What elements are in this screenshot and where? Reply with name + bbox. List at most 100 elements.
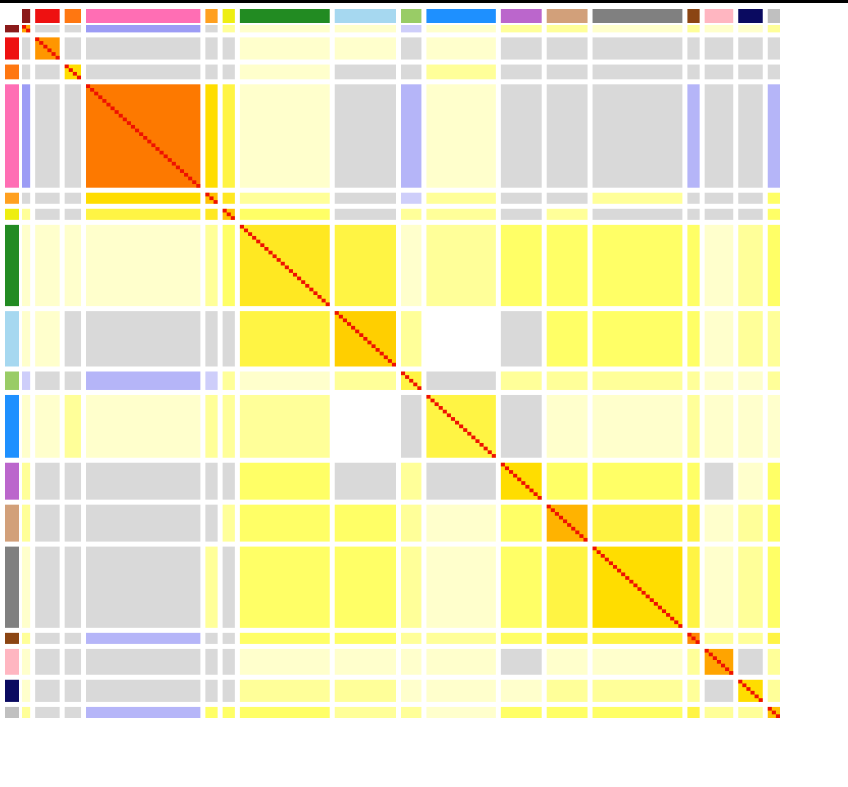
heatmap-cell [205, 648, 218, 675]
heatmap-cell [22, 311, 31, 367]
group-bar-left [5, 546, 19, 628]
heatmap-cell [767, 632, 780, 644]
heatmap-cell [704, 84, 734, 188]
heatmap-cell [546, 679, 588, 702]
heatmap-cell [401, 648, 422, 675]
heatmap-cell [592, 224, 683, 307]
group-bar-left [5, 192, 19, 204]
group-bar-left [5, 37, 19, 60]
diagonal-cell [39, 41, 44, 45]
heatmap-cell [546, 371, 588, 390]
heatmap-cell [704, 706, 734, 718]
heatmap-cell [401, 311, 422, 367]
diagonal-cell [645, 594, 650, 599]
diagonal-cell [467, 431, 472, 436]
diagonal-cell [305, 283, 310, 288]
heatmap-cell [426, 224, 496, 307]
heatmap-cell [426, 371, 496, 390]
heatmap-cell [86, 546, 201, 628]
diagonal-cell [55, 55, 60, 60]
heatmap-cell [334, 192, 396, 204]
heatmap-cell [205, 504, 218, 542]
heatmap-cell [334, 84, 396, 188]
diagonal-cell [122, 117, 127, 122]
heatmap-cell [546, 84, 588, 188]
diagonal-cell [604, 557, 609, 562]
diagonal-cell [612, 565, 618, 569]
heatmap-cell [205, 394, 218, 458]
heatmap-cell [222, 504, 235, 542]
heatmap-cell [86, 648, 201, 675]
heatmap-cell [767, 394, 780, 458]
group-bar-left [5, 64, 19, 80]
heatmap-cell [35, 84, 60, 188]
heatmap-cell [35, 648, 60, 675]
group-bar-left [5, 371, 19, 390]
diagonal-cell [500, 462, 505, 467]
heatmap-cell [592, 648, 683, 675]
heatmap-cell [401, 546, 422, 628]
heatmap-cell [704, 192, 734, 204]
heatmap-cell [205, 546, 218, 628]
diagonal-cell [383, 355, 388, 360]
heatmap-cell [687, 504, 700, 542]
heatmap-cell [239, 311, 330, 367]
diagonal-cell [633, 583, 638, 588]
diagonal-cell [695, 640, 700, 644]
heatmap-cell [546, 25, 588, 33]
heatmap-cell [22, 84, 31, 188]
heatmap-cell [592, 504, 683, 542]
diagonal-cell [758, 698, 763, 702]
diagonal-cell [143, 136, 148, 140]
diagonal-cell [442, 409, 447, 414]
heatmap-cell [704, 208, 734, 220]
heatmap-cell [334, 64, 396, 80]
heatmap-cell [64, 504, 82, 542]
heatmap-cell [334, 648, 396, 675]
heatmap-cell [64, 311, 82, 367]
heatmap-cell [767, 311, 780, 367]
diagonal-cell [417, 386, 422, 390]
heatmap-cell [500, 37, 542, 60]
heatmap-cell [546, 208, 588, 220]
heatmap-cell [500, 679, 542, 702]
heatmap-cell [687, 371, 700, 390]
diagonal-cell [102, 99, 107, 103]
heatmap-cell [767, 37, 780, 60]
diagonal-cell [346, 322, 352, 326]
diagonal-cell [64, 64, 69, 69]
heatmap-cell [239, 679, 330, 702]
heatmap-cell [222, 192, 235, 204]
diagonal-cell [742, 683, 747, 688]
diagonal-cell [471, 435, 476, 440]
heatmap-cell [22, 462, 31, 500]
heatmap-cell [86, 394, 201, 458]
heatmap-cell [334, 679, 396, 702]
heatmap-cell [687, 64, 700, 80]
diagonal-cell [114, 110, 119, 114]
heatmap-cell [738, 192, 763, 204]
heatmap-cell [239, 64, 330, 80]
top-border [0, 0, 848, 3]
diagonal-cell [68, 68, 73, 72]
diagonal-cell [375, 348, 380, 352]
diagonal-cell [76, 75, 82, 80]
diagonal-cell [525, 484, 530, 489]
heatmap-cell [426, 504, 496, 542]
heatmap-cell [687, 394, 700, 458]
heatmap-cell [334, 371, 396, 390]
heatmap-cell [738, 311, 763, 367]
diagonal-cell [670, 616, 675, 621]
diagonal-cell [98, 95, 103, 100]
diagonal-cell [455, 420, 460, 425]
heatmap-cell [426, 25, 496, 33]
heatmap-cell [22, 37, 31, 60]
heatmap-cell [239, 371, 330, 390]
diagonal-cell [712, 656, 717, 660]
heatmap-cell [426, 64, 496, 80]
heatmap-cell [205, 84, 218, 188]
diagonal-cell [110, 106, 115, 111]
diagonal-cell [571, 526, 576, 531]
group-bar-left [5, 462, 19, 500]
heatmap-cell [86, 192, 201, 204]
